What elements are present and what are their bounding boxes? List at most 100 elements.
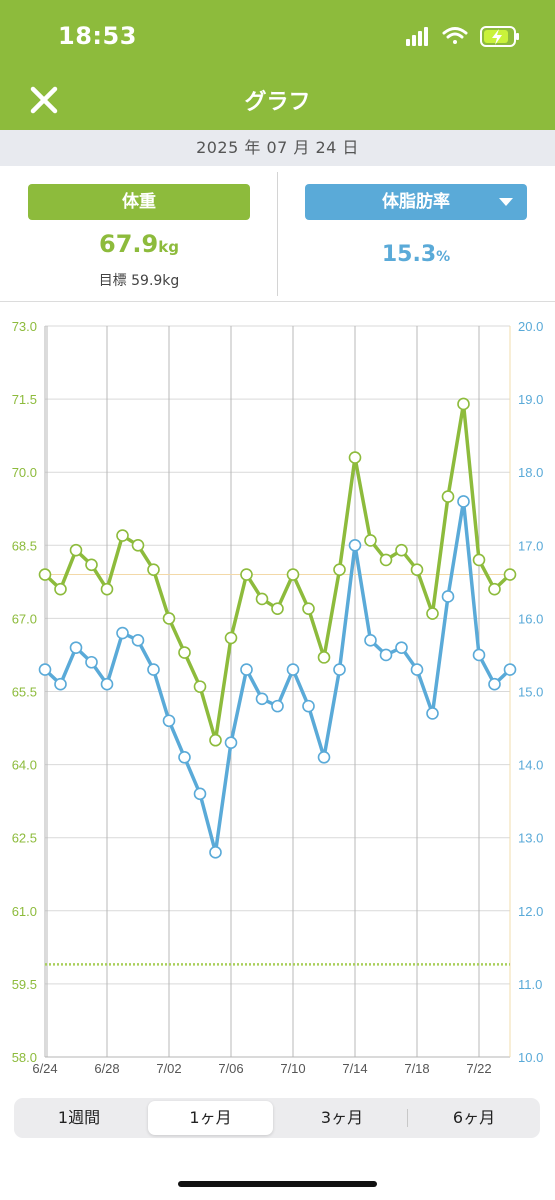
weight-data-point xyxy=(488,582,501,596)
close-icon xyxy=(30,86,58,114)
body-fat-data-point xyxy=(348,539,362,552)
weight-goal: 目標 59.9kg xyxy=(98,273,180,289)
home-indicator xyxy=(178,1181,377,1187)
body-fat-data-point xyxy=(255,692,269,706)
body-fat-data-point xyxy=(503,663,517,676)
page-title: グラフ xyxy=(244,90,311,115)
body-fat-number: 15.3 xyxy=(381,242,437,267)
weight-data-point xyxy=(426,607,439,620)
body-fat-label: 体脂肪率 xyxy=(382,192,450,212)
x-tick-label: 6/28 xyxy=(94,1061,119,1076)
weight-data-point xyxy=(364,534,377,547)
segment-3-months[interactable]: 3ヶ月 xyxy=(320,1108,364,1127)
weight-data-point xyxy=(162,612,176,625)
wifi-icon xyxy=(442,27,468,44)
weight-data-point xyxy=(472,553,486,567)
weight-data-point xyxy=(410,563,424,576)
x-tick-label: 7/22 xyxy=(466,1061,491,1076)
weight-data-point xyxy=(379,553,393,567)
y-left-tick-label: 73.0 xyxy=(12,319,37,334)
nav-bar: グラフ xyxy=(0,70,555,130)
y-left-tick-label: 62.5 xyxy=(12,831,37,846)
weight-data-point xyxy=(116,529,129,542)
body-fat-value: 15.3% xyxy=(305,242,527,267)
weight-data-point xyxy=(302,602,315,615)
body-fat-data-point xyxy=(69,641,83,654)
weight-data-point xyxy=(395,543,408,557)
y-right-tick-label: 19.0 xyxy=(518,392,543,407)
status-bar: 18:53 xyxy=(0,0,555,70)
y-left-tick-label: 67.0 xyxy=(12,611,37,626)
body-fat-data-point xyxy=(38,663,52,676)
body-fat-data-point xyxy=(364,634,377,647)
weight-data-point xyxy=(69,543,83,557)
y-right-tick-label: 10.0 xyxy=(518,1050,543,1065)
weight-pill[interactable]: 体重 xyxy=(28,184,250,220)
y-left-tick-label: 64.0 xyxy=(12,758,37,773)
weight-data-point xyxy=(503,568,517,581)
body-fat-data-point xyxy=(333,663,346,676)
weight-data-point xyxy=(54,582,67,596)
weight-data-point xyxy=(209,733,222,747)
weight-data-point xyxy=(441,490,455,503)
weight-data-point xyxy=(131,539,145,552)
y-right-tick-label: 11.0 xyxy=(518,977,542,992)
weight-value: 67.9kg xyxy=(28,230,250,258)
weight-unit: kg xyxy=(158,238,179,256)
body-fat-data-point xyxy=(441,590,455,603)
date-band: 2025 年 07 月 24 日 xyxy=(0,130,555,166)
close-button[interactable] xyxy=(22,78,66,122)
weight-series-line xyxy=(43,402,512,742)
body-fat-data-point xyxy=(131,634,145,647)
weight-data-point xyxy=(271,602,284,615)
body-fat-dropdown[interactable]: 体脂肪率 xyxy=(305,184,527,220)
weight-data-point xyxy=(224,631,238,645)
status-icons xyxy=(406,26,519,47)
segment-6-months[interactable]: 6ヶ月 xyxy=(452,1108,496,1127)
weight-data-point xyxy=(85,558,98,572)
body-fat-data-point xyxy=(395,641,408,654)
body-fat-data-point xyxy=(116,626,129,640)
body-fat-data-point xyxy=(379,648,393,662)
body-fat-data-point xyxy=(457,495,470,508)
metrics-panel: 体重 67.9kg 目標 59.9kg 体脂肪率 15.3% xyxy=(0,166,555,302)
y-right-tick-label: 20.0 xyxy=(518,319,543,334)
weight-data-point xyxy=(457,397,470,411)
weight-bodyfat-chart[interactable]: 58.0 59.5 61.0 62.5 64.0 65.5 67.0 68.5 70.0 71.5… xyxy=(0,303,555,1090)
signal-icon xyxy=(406,27,428,46)
weight-data-point xyxy=(147,563,160,576)
y-right-tick-label: 18.0 xyxy=(518,465,543,480)
y-left-tick-label: 71.5 xyxy=(12,392,37,407)
y-left-tick-label: 61.0 xyxy=(12,904,37,919)
weight-data-point xyxy=(38,568,52,581)
y-left-tick-label: 59.5 xyxy=(12,977,37,992)
body-fat-data-point xyxy=(178,750,191,764)
weight-data-point xyxy=(333,563,346,576)
y-left-tick-label: 58.0 xyxy=(12,1050,37,1065)
weight-data-point xyxy=(193,680,207,693)
x-tick-label: 6/24 xyxy=(32,1061,57,1076)
x-tick-label: 7/02 xyxy=(156,1061,181,1076)
weight-data-point xyxy=(317,651,331,664)
body-fat-data-point xyxy=(302,699,315,713)
body-fat-data-point xyxy=(193,787,207,801)
weight-data-point xyxy=(178,646,191,659)
weight-data-point xyxy=(255,592,269,606)
weight-data-point xyxy=(348,451,362,464)
body-fat-data-point xyxy=(472,648,486,662)
segment-1-month[interactable]: 1ヶ月 xyxy=(148,1101,273,1135)
weight-data-point xyxy=(100,582,114,596)
x-tick-label: 7/06 xyxy=(218,1061,243,1076)
body-fat-data-point xyxy=(209,846,222,859)
body-fat-data-point xyxy=(271,699,284,713)
battery-charging-icon xyxy=(480,26,519,47)
y-right-tick-label: 12.0 xyxy=(518,904,543,919)
body-fat-unit: % xyxy=(436,249,451,265)
body-fat-data-point xyxy=(224,736,238,749)
body-fat-data-point xyxy=(162,714,176,728)
segment-1-week[interactable]: 1週間 xyxy=(57,1108,101,1127)
y-left-tick-label: 65.5 xyxy=(12,685,37,700)
body-fat-data-point xyxy=(410,663,424,676)
body-fat-data-point xyxy=(317,750,331,764)
body-fat-data-point xyxy=(426,707,439,720)
